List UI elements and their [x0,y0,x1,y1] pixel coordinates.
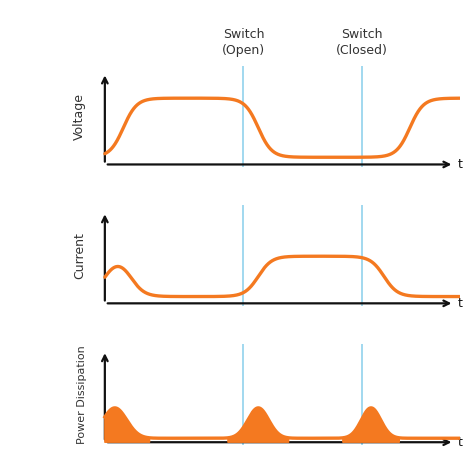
Y-axis label: Power Dissipation: Power Dissipation [77,345,87,444]
Text: t: t [458,436,463,449]
Text: Switch
(Open): Switch (Open) [222,27,265,57]
Y-axis label: Voltage: Voltage [73,93,86,140]
Text: t: t [458,158,463,171]
Text: Switch
(Closed): Switch (Closed) [336,27,388,57]
Text: t: t [458,297,463,310]
Y-axis label: Current: Current [73,232,86,279]
